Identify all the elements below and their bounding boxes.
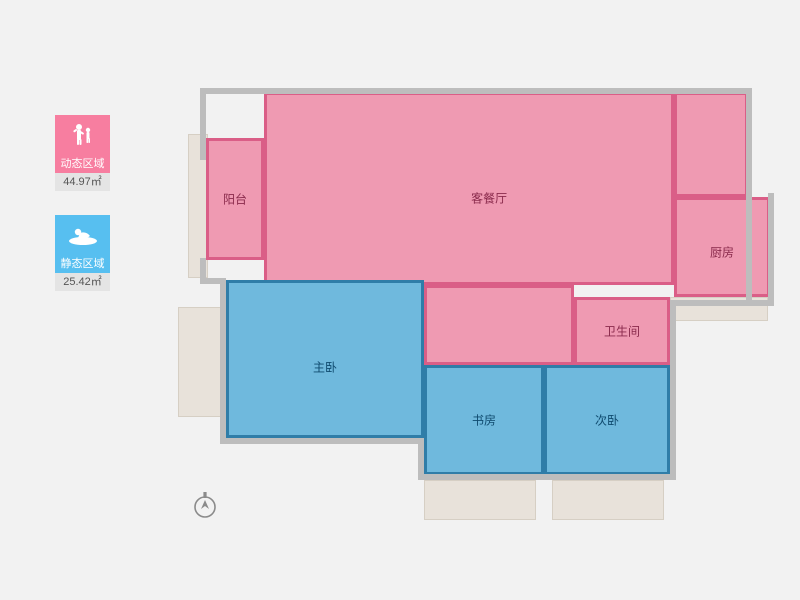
- legend-dynamic-icon: [55, 115, 110, 155]
- wall-segment: [200, 88, 206, 136]
- wall-segment: [200, 88, 752, 94]
- room-kitchen: 厨房: [674, 197, 770, 297]
- wall-segment: [670, 362, 676, 480]
- room-label: 主卧: [313, 358, 337, 375]
- room-label: 卫生间: [604, 323, 640, 340]
- wall-segment: [768, 193, 774, 300]
- exterior-slab: [552, 480, 664, 520]
- exterior-slab: [424, 480, 536, 520]
- wall-segment: [544, 474, 676, 480]
- legend-dynamic-title: 动态区域: [55, 155, 110, 173]
- room-label: 次卧: [595, 412, 619, 429]
- legend-dynamic-value: 44.97㎡: [55, 173, 110, 191]
- legend-static: 静态区域 25.42㎡: [55, 215, 110, 291]
- wall-segment: [746, 88, 752, 300]
- wall-segment: [226, 438, 424, 444]
- room-balcony: 阳台: [206, 138, 264, 260]
- room-strip: [674, 92, 748, 197]
- legend-static-title: 静态区域: [55, 255, 110, 273]
- exterior-slab: [178, 307, 226, 417]
- room-label: 厨房: [710, 243, 734, 260]
- room-hall: [424, 285, 574, 365]
- room-label: 书房: [472, 412, 496, 429]
- room-second: 次卧: [544, 365, 670, 475]
- room-bath: 卫生间: [574, 297, 670, 365]
- room-label: 阳台: [223, 191, 247, 208]
- room-label: 客餐厅: [471, 189, 507, 206]
- compass-icon: [190, 490, 220, 520]
- room-living: 客餐厅: [264, 92, 674, 285]
- wall-segment: [670, 300, 774, 306]
- room-master: 主卧: [226, 280, 424, 438]
- wall-segment: [220, 278, 226, 444]
- wall-segment: [418, 438, 424, 480]
- room-study: 书房: [424, 365, 544, 475]
- wall-segment: [670, 300, 676, 368]
- legend-static-icon: [55, 215, 110, 255]
- wall-segment: [424, 474, 544, 480]
- wall-segment: [200, 132, 206, 160]
- legend-dynamic: 动态区域 44.97㎡: [55, 115, 110, 191]
- floorplan-stage: 动态区域 44.97㎡ 静态区域 25.42㎡ 阳台 客餐厅厨房卫生间主卧书房 次卧: [0, 0, 800, 600]
- legend-static-value: 25.42㎡: [55, 273, 110, 291]
- wall-segment: [200, 258, 206, 284]
